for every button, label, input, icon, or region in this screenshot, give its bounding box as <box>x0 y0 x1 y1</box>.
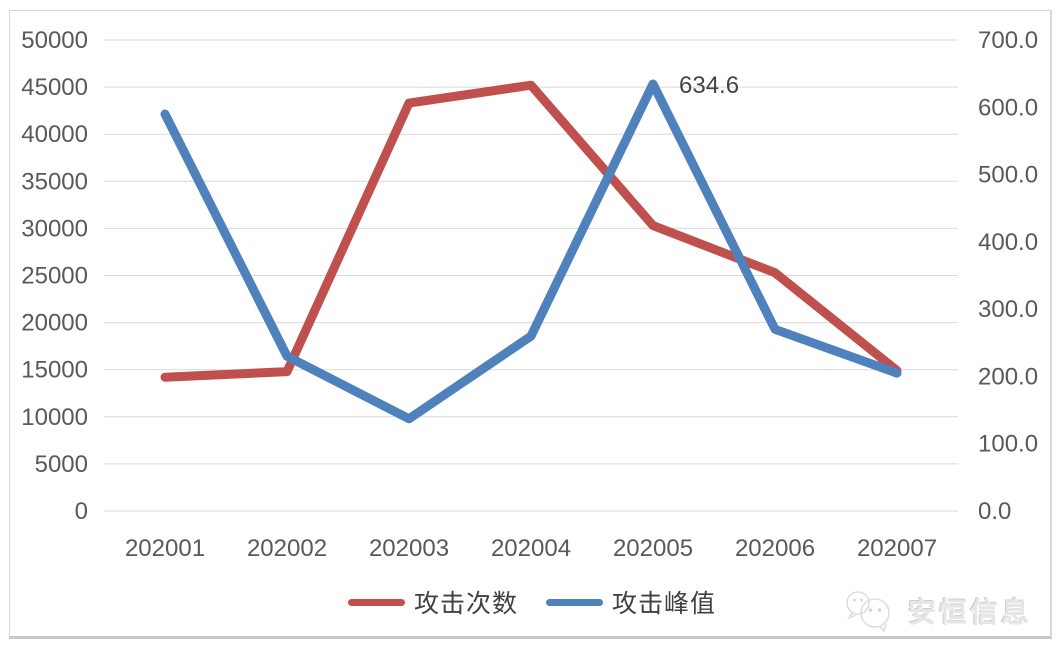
left-axis-tick-label: 35000 <box>21 168 88 195</box>
x-axis-tick-label: 202007 <box>857 535 937 562</box>
x-axis-tick-label: 202001 <box>125 535 205 562</box>
left-axis-tick-label: 10000 <box>21 404 88 431</box>
right-axis-tick-labels: 0.0 100.0 200.0 300.0 400.0 500.0 600.0 700.0 <box>978 27 1038 525</box>
anheng-logo-icon <box>846 591 890 633</box>
legend-item-attack-peak: 攻击峰值 <box>546 584 716 620</box>
left-axis-tick-label: 30000 <box>21 215 88 242</box>
watermark: 安恒信息 <box>842 588 1032 634</box>
right-axis-tick-label: 500.0 <box>978 162 1038 189</box>
left-axis-tick-label: 20000 <box>21 310 88 337</box>
right-axis-tick-label: 300.0 <box>978 296 1038 323</box>
right-axis-tick-label: 600.0 <box>978 94 1038 121</box>
left-axis-tick-label: 15000 <box>21 357 88 384</box>
series-line-0 <box>160 80 902 382</box>
legend-label-attack-count: 攻击次数 <box>413 591 518 618</box>
left-axis-tick-label: 25000 <box>21 263 88 290</box>
legend-item-attack-count: 攻击次数 <box>347 584 518 620</box>
left-axis-tick-labels: 0 5000 10000 15000 20000 25000 30000 35000 40000… <box>21 27 88 525</box>
left-axis-tick-label: 40000 <box>21 121 88 148</box>
right-axis-tick-label: 200.0 <box>978 363 1038 390</box>
right-axis-tick-label: 700.0 <box>978 27 1038 54</box>
x-axis-tick-label: 202006 <box>735 535 815 562</box>
left-axis-tick-label: 5000 <box>35 451 88 478</box>
right-axis-tick-label: 0.0 <box>978 498 1011 525</box>
right-axis-tick-label: 400.0 <box>978 229 1038 256</box>
watermark-text: 安恒信息 <box>907 598 1032 629</box>
x-axis-tick-label: 202003 <box>369 535 449 562</box>
x-axis-tick-labels: 202001 202002 202003 202004 202005 202006 2020… <box>125 535 937 562</box>
series-line-1 <box>160 79 902 424</box>
legend-label-attack-peak: 攻击峰值 <box>612 591 717 618</box>
left-axis-tick-label: 0 <box>75 498 88 525</box>
x-axis-tick-label: 202002 <box>247 535 327 562</box>
left-axis-tick-label: 50000 <box>21 27 88 54</box>
peak-value-annotation: 634.6 <box>679 72 739 99</box>
series-lines <box>160 79 902 424</box>
gridlines <box>104 39 958 512</box>
right-axis-tick-label: 100.0 <box>978 431 1038 458</box>
x-axis-tick-label: 202005 <box>613 535 693 562</box>
chart-legend: 攻击次数 攻击峰值 <box>0 584 1064 620</box>
left-axis-tick-label: 45000 <box>21 74 88 101</box>
legend-marker-attack-count <box>347 598 405 606</box>
x-axis-tick-label: 202004 <box>491 535 571 562</box>
chart-panel <box>9 10 1052 639</box>
legend-marker-attack-peak <box>546 598 603 606</box>
